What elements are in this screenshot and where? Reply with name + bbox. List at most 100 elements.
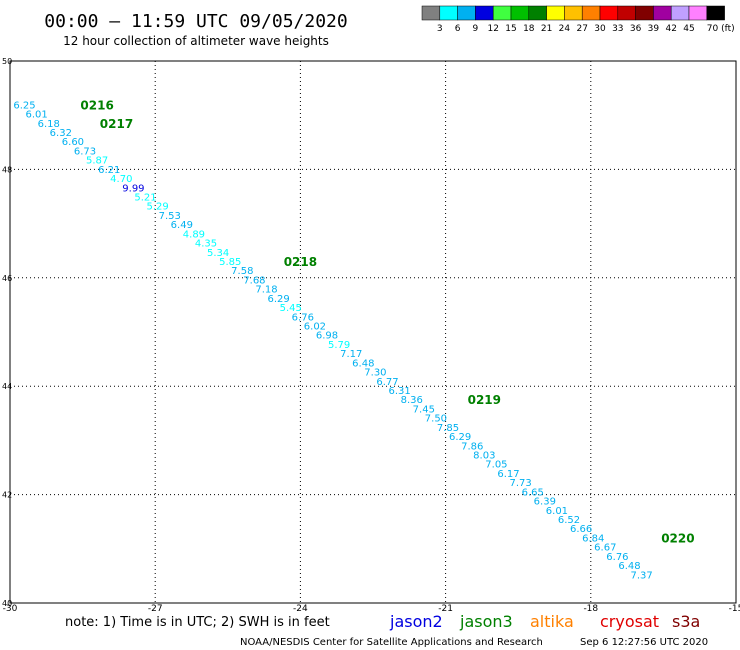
swh-value-point: 6.25 xyxy=(13,100,35,111)
y-tick-label: 42 xyxy=(2,491,12,500)
legend-label: 36 xyxy=(630,24,642,34)
footer-timestamp: Sep 6 12:27:56 UTC 2020 xyxy=(580,637,708,648)
swh-value-point: 5.87 xyxy=(86,156,108,167)
satellite-s3a: s3a xyxy=(672,612,700,631)
swh-value-point: 7.85 xyxy=(437,423,459,434)
swh-value-point: 4.70 xyxy=(110,174,132,185)
swh-value-point: 6.02 xyxy=(304,321,326,332)
x-tick-labels: -30 -27 -24 -21 -18 -15 xyxy=(3,604,740,614)
x-tick-label: -27 xyxy=(148,604,163,614)
plot-frame xyxy=(9,60,737,604)
legend-swatch xyxy=(706,5,725,21)
legend-label: 3 xyxy=(437,24,443,34)
footer-note: note: 1) Time is in UTC; 2) SWH is in fe… xyxy=(65,615,330,630)
y-tick-label: 48 xyxy=(2,165,12,174)
swh-value-point: 7.37 xyxy=(630,570,652,581)
swh-value-point: 6.52 xyxy=(558,515,580,526)
satellite-cryosat: cryosat xyxy=(600,612,659,631)
legend-swatch xyxy=(546,5,565,21)
time-label: 0217 xyxy=(100,117,133,131)
swh-value-point: 6.17 xyxy=(497,469,519,480)
swh-value-point: 7.30 xyxy=(364,368,386,379)
swh-value-point: 7.50 xyxy=(425,414,447,425)
swh-value-point: 5.79 xyxy=(328,340,350,351)
legend-label: 39 xyxy=(648,24,660,34)
swh-value-point: 5.85 xyxy=(219,257,241,268)
swh-value-point: 6.18 xyxy=(38,119,60,130)
legend-label: 42 xyxy=(665,24,676,34)
legend-label: 70 (ft) xyxy=(707,24,735,34)
swh-value-point: 6.01 xyxy=(25,110,47,121)
swh-value-point: 6.48 xyxy=(352,358,374,369)
swh-value-point: 8.36 xyxy=(401,395,423,406)
legend-swatch xyxy=(599,5,619,21)
swh-value-point: 6.60 xyxy=(62,137,84,148)
swh-value-point: 5.21 xyxy=(134,193,156,204)
swh-value-point: 7.68 xyxy=(243,275,265,286)
legend-swatch xyxy=(457,5,476,21)
swh-value-point: 6.01 xyxy=(546,506,568,517)
swh-value-point: 6.66 xyxy=(570,524,592,535)
satellite-jason2: jason2 xyxy=(389,612,443,631)
swh-value-point: 7.05 xyxy=(485,460,507,471)
legend-label: 21 xyxy=(541,24,552,34)
legend-swatch xyxy=(670,5,690,21)
swh-value-point: 6.21 xyxy=(98,165,120,176)
y-tick-labels: 40 42 44 46 48 50 xyxy=(2,57,12,608)
swh-value-point: 7.17 xyxy=(340,349,362,360)
x-tick-label: -30 xyxy=(3,604,18,614)
swh-value-point: 6.65 xyxy=(522,487,544,498)
swh-value-point: 6.32 xyxy=(50,128,72,139)
legend-label: 15 xyxy=(505,24,516,34)
x-tick-label: -21 xyxy=(438,604,453,614)
swh-value-point: 6.76 xyxy=(292,312,314,323)
footer-credit: NOAA/NESDIS Center for Satellite Applica… xyxy=(240,637,543,648)
swh-value-point: 5.29 xyxy=(146,202,168,213)
data-points: 6.256.016.186.326.606.735.876.214.709.99… xyxy=(13,100,652,581)
legend-label: 6 xyxy=(455,24,461,34)
swh-value-point: 6.29 xyxy=(449,432,471,443)
swh-value-point: 6.29 xyxy=(267,294,289,305)
time-labels: 0216 0217 0218 0219 0220 xyxy=(80,98,694,545)
legend-swatch xyxy=(439,5,458,21)
time-label: 0218 xyxy=(284,255,317,269)
x-tick-label: -18 xyxy=(583,604,598,614)
swh-value-point: 6.77 xyxy=(376,377,398,388)
swh-value-point: 6.39 xyxy=(534,497,556,508)
legend-label: 24 xyxy=(559,24,571,34)
swh-value-point: 6.98 xyxy=(316,331,338,342)
swh-value-point: 7.45 xyxy=(413,404,435,415)
swh-value-point: 5.45 xyxy=(280,303,302,314)
legend-swatch xyxy=(528,5,547,21)
x-tick-label: -24 xyxy=(293,604,308,614)
satellite-altika: altika xyxy=(530,612,574,631)
swh-value-point: 8.03 xyxy=(473,450,495,461)
legend-swatch xyxy=(653,5,672,21)
time-label: 0219 xyxy=(468,393,501,407)
legend-swatch xyxy=(421,5,441,21)
legend-label: 30 xyxy=(594,24,606,34)
swh-value-point: 7.18 xyxy=(255,285,277,296)
legend-label: 9 xyxy=(473,24,479,34)
legend-swatch xyxy=(688,5,708,21)
swh-value-point: 7.73 xyxy=(509,478,531,489)
legend-swatch xyxy=(635,5,654,21)
swh-value-point: 7.86 xyxy=(461,441,483,452)
swh-value-point: 6.76 xyxy=(606,552,628,563)
satellite-legend: jason2 jason3 altika cryosat s3a xyxy=(389,612,700,631)
time-label: 0220 xyxy=(661,531,694,545)
legend-swatch xyxy=(564,5,583,21)
legend-swatch xyxy=(475,5,494,21)
satellite-jason3: jason3 xyxy=(459,612,513,631)
legend-label: 18 xyxy=(523,24,535,34)
swh-value-point: 4.35 xyxy=(195,239,217,250)
swh-value-point: 6.49 xyxy=(171,220,193,231)
swh-value-point: 6.84 xyxy=(582,533,604,544)
legend-swatch xyxy=(617,5,636,21)
grid-lines xyxy=(10,61,736,603)
x-tick-label: -15 xyxy=(729,604,740,614)
legend-swatch xyxy=(510,5,530,21)
time-label: 0216 xyxy=(80,98,113,112)
